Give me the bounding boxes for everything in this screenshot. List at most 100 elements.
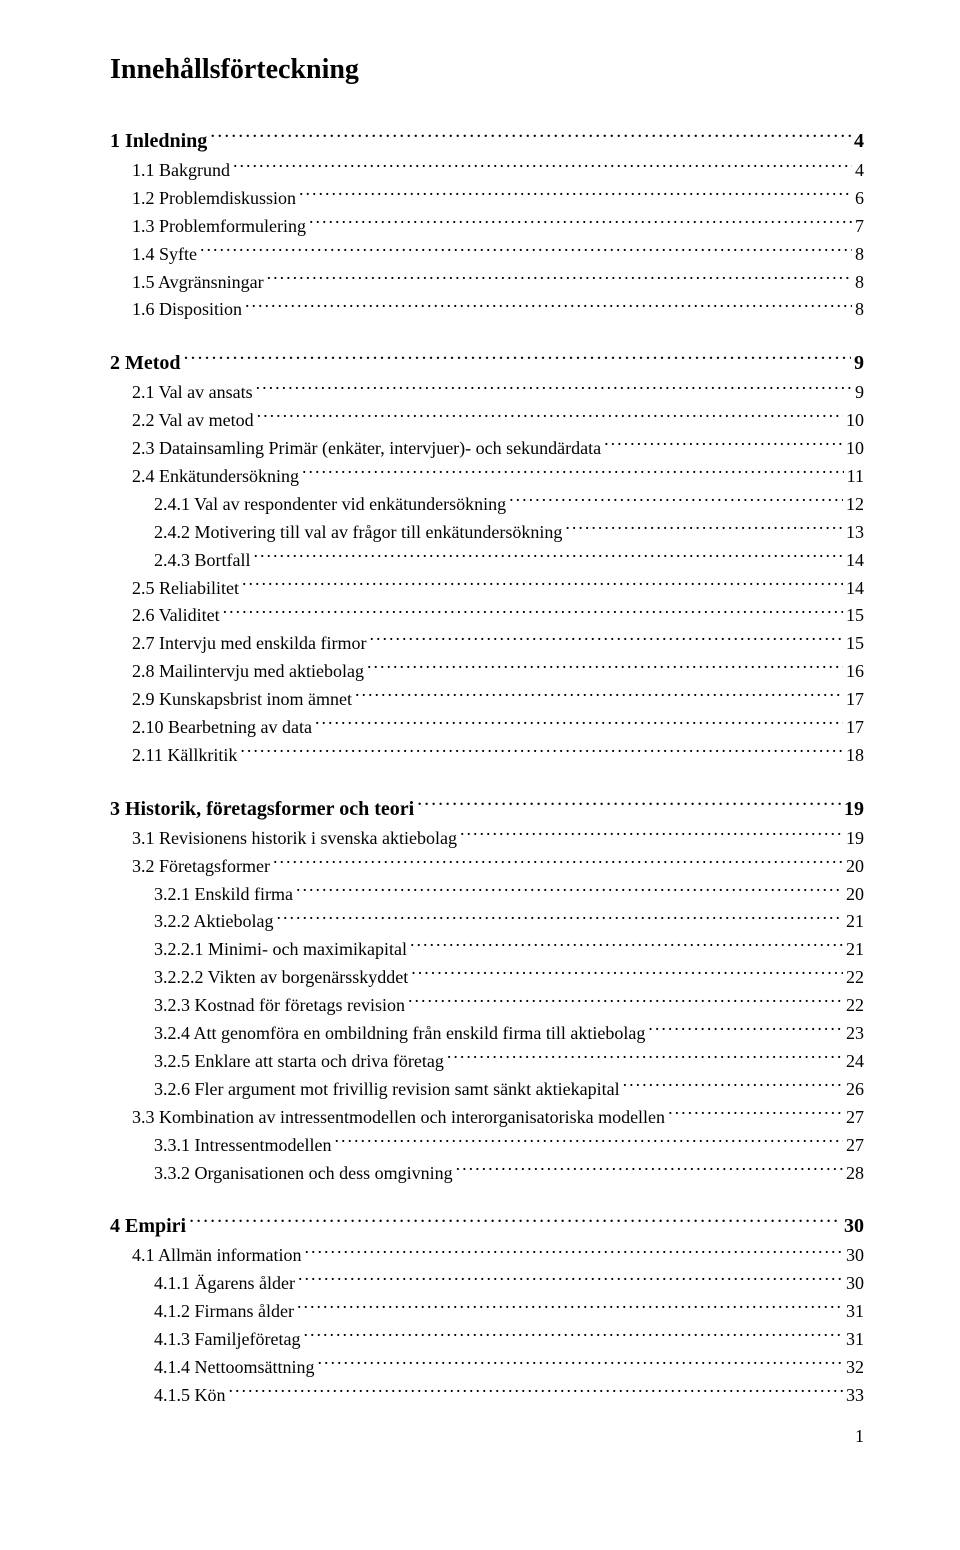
toc-dots bbox=[240, 743, 843, 761]
toc-entry: 2.2 Val av metod10 bbox=[110, 407, 864, 435]
section-gap bbox=[110, 770, 864, 794]
toc-entry-page: 14 bbox=[846, 547, 864, 575]
toc-entry-page: 19 bbox=[844, 794, 864, 825]
toc-entry: 2 Metod9 bbox=[110, 348, 864, 379]
toc-entry-page: 4 bbox=[854, 126, 864, 157]
toc-entry: 2.10 Bearbetning av data 17 bbox=[110, 714, 864, 742]
toc-entry-page: 16 bbox=[846, 658, 864, 686]
toc-entry-label: 1.2 Problemdiskussion bbox=[132, 185, 296, 213]
toc-dots bbox=[668, 1105, 843, 1123]
toc-entry-label: 4 Empiri bbox=[110, 1211, 186, 1242]
toc-dots bbox=[318, 1355, 844, 1373]
toc-entry-label: 2.5 Reliabilitet bbox=[132, 575, 239, 603]
toc-dots bbox=[254, 548, 844, 566]
toc-entry: 3.2 Företagsformer20 bbox=[110, 853, 864, 881]
toc-dots bbox=[604, 436, 843, 454]
toc-entry-page: 8 bbox=[855, 269, 864, 297]
toc-entry-label: 1.6 Disposition bbox=[132, 296, 242, 324]
toc-entry: 4 Empiri 30 bbox=[110, 1211, 864, 1242]
toc-entry-page: 4 bbox=[855, 157, 864, 185]
toc-entry: 2.4.1 Val av respondenter vid enkätunder… bbox=[110, 491, 864, 519]
toc-entry-label: 2.4 Enkätundersökning bbox=[132, 463, 299, 491]
toc-entry: 3 Historik, företagsformer och teori 19 bbox=[110, 794, 864, 825]
toc-entry-label: 4.1.5 Kön bbox=[154, 1382, 226, 1410]
toc-entry-page: 14 bbox=[846, 575, 864, 603]
toc-entry-page: 9 bbox=[855, 379, 864, 407]
toc-entry-page: 8 bbox=[855, 241, 864, 269]
toc-dots bbox=[565, 520, 843, 538]
toc-entry-label: 2.4.1 Val av respondenter vid enkätunder… bbox=[154, 491, 506, 519]
toc-dots bbox=[296, 882, 843, 900]
section-gap bbox=[110, 324, 864, 348]
toc-entry: 3.3 Kombination av intressentmodellen oc… bbox=[110, 1104, 864, 1132]
toc-entry-page: 20 bbox=[846, 881, 864, 909]
toc-entry-page: 8 bbox=[855, 296, 864, 324]
toc-entry: 2.4 Enkätundersökning11 bbox=[110, 463, 864, 491]
toc-title: Innehållsförteckning bbox=[110, 54, 864, 86]
toc-dots bbox=[456, 1161, 843, 1179]
toc-entry-label: 4.1 Allmän information bbox=[132, 1242, 301, 1270]
toc-entry: 2.3 Datainsamling Primär (enkäter, inter… bbox=[110, 435, 864, 463]
toc-entry-label: 3.3.1 Intressentmodellen bbox=[154, 1132, 331, 1160]
toc-dots bbox=[303, 1327, 843, 1345]
toc-entry-page: 19 bbox=[846, 825, 864, 853]
toc-entry-page: 30 bbox=[844, 1211, 864, 1242]
toc-entry-label: 3.2.4 Att genomföra en ombildning från e… bbox=[154, 1020, 645, 1048]
toc-entry-label: 2.9 Kunskapsbrist inom ämnet bbox=[132, 686, 352, 714]
toc-dots bbox=[245, 297, 852, 315]
toc-entry-label: 3.2.6 Fler argument mot frivillig revisi… bbox=[154, 1076, 620, 1104]
section-gap bbox=[110, 1187, 864, 1211]
toc-dots bbox=[417, 795, 841, 815]
toc-entry-label: 1.4 Syfte bbox=[132, 241, 197, 269]
toc-entry-page: 23 bbox=[846, 1020, 864, 1048]
toc-entry-label: 2.4.2 Motivering till val av frågor till… bbox=[154, 519, 562, 547]
toc-dots bbox=[367, 659, 843, 677]
toc-entry-label: 2.10 Bearbetning av data bbox=[132, 714, 312, 742]
toc-entry: 2.9 Kunskapsbrist inom ämnet 17 bbox=[110, 686, 864, 714]
toc-entry-page: 10 bbox=[846, 435, 864, 463]
toc-entry-page: 17 bbox=[846, 714, 864, 742]
toc-dots bbox=[233, 158, 852, 176]
toc-entry-label: 3.2.2 Aktiebolag bbox=[154, 908, 274, 936]
toc-entry: 4.1.1 Ägarens ålder30 bbox=[110, 1270, 864, 1298]
toc-entry-page: 15 bbox=[846, 602, 864, 630]
toc-entry-label: 2.7 Intervju med enskilda firmor bbox=[132, 630, 366, 658]
toc-entry: 2.5 Reliabilitet 14 bbox=[110, 575, 864, 603]
toc-entry-label: 2.8 Mailintervju med aktiebolag bbox=[132, 658, 364, 686]
toc-dots bbox=[334, 1133, 843, 1151]
toc-entry-page: 32 bbox=[846, 1354, 864, 1382]
toc-entry-label: 3.2.5 Enklare att starta och driva föret… bbox=[154, 1048, 444, 1076]
toc-dots bbox=[304, 1243, 843, 1261]
toc-dots bbox=[210, 127, 851, 147]
toc-dots bbox=[410, 937, 843, 955]
toc-dots bbox=[302, 464, 844, 482]
toc-dots bbox=[277, 909, 844, 927]
toc-entry: 3.2.6 Fler argument mot frivillig revisi… bbox=[110, 1076, 864, 1104]
toc-entry-page: 17 bbox=[846, 686, 864, 714]
toc-entry-page: 9 bbox=[854, 348, 864, 379]
toc-entry: 3.2.2 Aktiebolag21 bbox=[110, 908, 864, 936]
toc-entry-label: 2.11 Källkritik bbox=[132, 742, 237, 770]
toc-entry-label: 2.4.3 Bortfall bbox=[154, 547, 251, 575]
toc-entry: 3.2.3 Kostnad för företags revision22 bbox=[110, 992, 864, 1020]
toc-entry-label: 3 Historik, företagsformer och teori bbox=[110, 794, 414, 825]
toc-entry-label: 1.1 Bakgrund bbox=[132, 157, 230, 185]
toc-entry-label: 4.1.4 Nettoomsättning bbox=[154, 1354, 315, 1382]
toc-entry-label: 1.5 Avgränsningar bbox=[132, 269, 264, 297]
toc-entry-page: 18 bbox=[846, 742, 864, 770]
toc-dots bbox=[256, 380, 852, 398]
toc-dots bbox=[229, 1383, 844, 1401]
toc-entry-page: 20 bbox=[846, 853, 864, 881]
toc-container: 1 Inledning41.1 Bakgrund41.2 Problemdisk… bbox=[110, 126, 864, 1410]
toc-dots bbox=[297, 1299, 843, 1317]
toc-entry-page: 30 bbox=[846, 1242, 864, 1270]
toc-entry-label: 1.3 Problemformulering bbox=[132, 213, 306, 241]
toc-entry-label: 2.1 Val av ansats bbox=[132, 379, 253, 407]
toc-dots bbox=[309, 214, 852, 232]
toc-entry: 1.3 Problemformulering7 bbox=[110, 213, 864, 241]
toc-dots bbox=[257, 408, 843, 426]
toc-dots bbox=[242, 576, 843, 594]
toc-entry: 2.11 Källkritik 18 bbox=[110, 742, 864, 770]
toc-entry-label: 2.3 Datainsamling Primär (enkäter, inter… bbox=[132, 435, 601, 463]
toc-entry-label: 3.3 Kombination av intressentmodellen oc… bbox=[132, 1104, 665, 1132]
